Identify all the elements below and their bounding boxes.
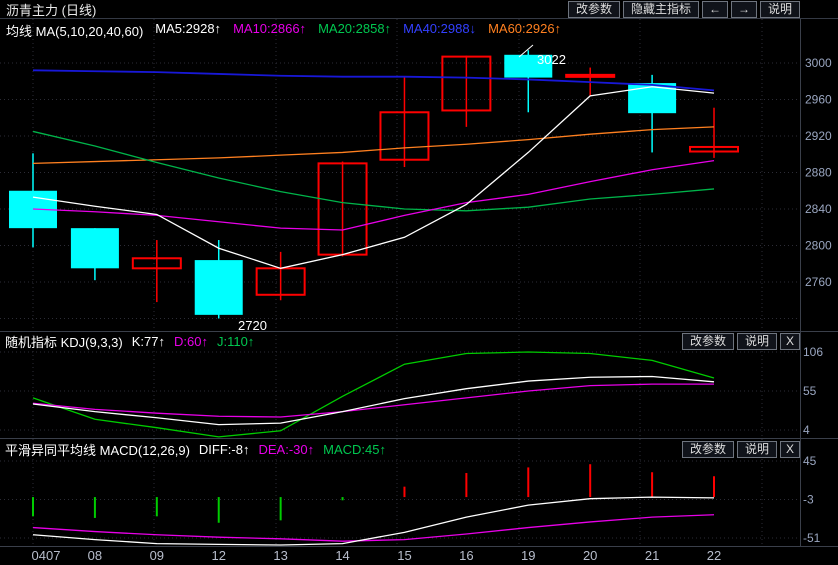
next-arrow-button[interactable]: → [730, 0, 757, 18]
main-y-tick-2960: 2960 [805, 93, 832, 107]
x-label-19: 19 [521, 548, 535, 563]
candle-body-09 [131, 257, 182, 270]
ma40-line [32, 69, 715, 92]
kdj-y-tick-106: 106 [803, 345, 823, 359]
kdj-y-tick-4: 4 [803, 423, 810, 437]
change-params-button[interactable]: 改参数 [567, 0, 620, 18]
macd-y-tick-45: 45 [803, 454, 817, 468]
macd-help-button[interactable]: 说明 [736, 440, 777, 458]
x-label-20: 20 [583, 548, 597, 563]
macd-label: 平滑异同平均线 MACD(12,26,9) [5, 442, 190, 458]
ma60-line [32, 126, 715, 165]
macd-diff-line [32, 496, 715, 546]
main-y-tick-2760: 2760 [805, 275, 832, 289]
x-label-08: 08 [88, 548, 102, 563]
candle-body-22 [689, 145, 740, 153]
kdj-close-button[interactable]: X [779, 332, 800, 350]
x-label-09: 09 [150, 548, 164, 563]
candle-body-16 [441, 55, 492, 112]
candle-body-21 [628, 83, 677, 114]
kdj-help-button[interactable]: 说明 [736, 332, 777, 350]
kdj-d-line [32, 383, 715, 418]
candle-body-08 [70, 228, 119, 269]
x-label-0407: 0407 [32, 548, 61, 563]
ma-legend: 均线 MA(5,10,20,40,60) MA5:2928↑ MA10:2866… [6, 21, 561, 40]
ma60-value: MA60:2926↑ [488, 21, 562, 36]
high-annotation-pointer [518, 44, 534, 58]
kdj-j-value: J:110↑ [216, 333, 255, 349]
main-y-tick-2880: 2880 [805, 166, 832, 180]
window-title: 沥青主力 (日线) [6, 2, 97, 18]
kdj-d-value: D:60↑ [174, 333, 208, 349]
x-label-15: 15 [397, 548, 411, 563]
macd-dea-line [32, 514, 715, 542]
x-label-14: 14 [335, 548, 349, 563]
kdj-k-line [32, 375, 715, 426]
hide-main-indicator-button[interactable]: 隐藏主指标 [622, 0, 699, 18]
x-label-12: 12 [211, 548, 225, 563]
main-y-tick-2800: 2800 [805, 239, 832, 253]
macd-panel-buttons: 改参数 说明 X [681, 440, 800, 458]
macd-close-button[interactable]: X [779, 440, 800, 458]
x-label-22: 22 [707, 548, 721, 563]
candle-body-19 [504, 54, 553, 78]
ma20-value: MA20:2858↑ [318, 21, 392, 36]
x-label-21: 21 [645, 548, 659, 563]
kdj-panel-header: 随机指标 KDJ(9,3,3) K:77↑ D:60↑ J:110↑ 改参数 说… [5, 332, 800, 350]
kdj-y-tick-55: 55 [803, 384, 817, 398]
kdj-j-line [32, 351, 715, 438]
macd-macd-value: MACD:45↑ [323, 441, 386, 457]
kdj-panel-buttons: 改参数 说明 X [681, 332, 800, 350]
ma20-line [32, 130, 715, 212]
macd-panel-header: 平滑异同平均线 MACD(12,26,9) DIFF:-8↑ DEA:-30↑ … [5, 440, 800, 458]
title-bar-buttons: 改参数 隐藏主指标 ← → 说明 [567, 0, 800, 18]
x-label-16: 16 [459, 548, 473, 563]
ma40-value: MA40:2988↓ [403, 21, 477, 36]
candle-body-20 [565, 73, 616, 78]
main-y-tick-2840: 2840 [805, 202, 832, 216]
main-y-tick-3000: 3000 [805, 56, 832, 70]
prev-arrow-button[interactable]: ← [701, 0, 728, 18]
ma10-line [32, 159, 715, 231]
candle-body-15 [379, 111, 430, 161]
title-bar: 沥青主力 (日线) 改参数 隐藏主指标 ← → 说明 [0, 0, 838, 19]
x-label-13: 13 [273, 548, 287, 563]
macd-y-tick--51: -51 [803, 531, 821, 545]
kdj-k-value: K:77↑ [131, 333, 165, 349]
macd-y-tick--3: -3 [803, 492, 814, 506]
macd-dea-value: DEA:-30↑ [258, 441, 315, 457]
macd-diff-value: DIFF:-8↑ [198, 441, 250, 457]
help-button[interactable]: 说明 [759, 0, 800, 18]
ma-legend-prefix: 均线 MA(5,10,20,40,60) [6, 24, 144, 39]
low-annotation-label: 2720 [238, 318, 267, 333]
kdj-change-params-button[interactable]: 改参数 [681, 332, 734, 350]
ma5-value: MA5:2928↑ [155, 21, 222, 36]
kdj-label: 随机指标 KDJ(9,3,3) [5, 334, 123, 350]
ma5-line [32, 86, 715, 269]
candle-body-12 [194, 260, 243, 315]
macd-change-params-button[interactable]: 改参数 [681, 440, 734, 458]
high-annotation-label: 3022 [537, 52, 566, 67]
main-y-tick-2920: 2920 [805, 129, 832, 143]
ma10-value: MA10:2866↑ [233, 21, 307, 36]
